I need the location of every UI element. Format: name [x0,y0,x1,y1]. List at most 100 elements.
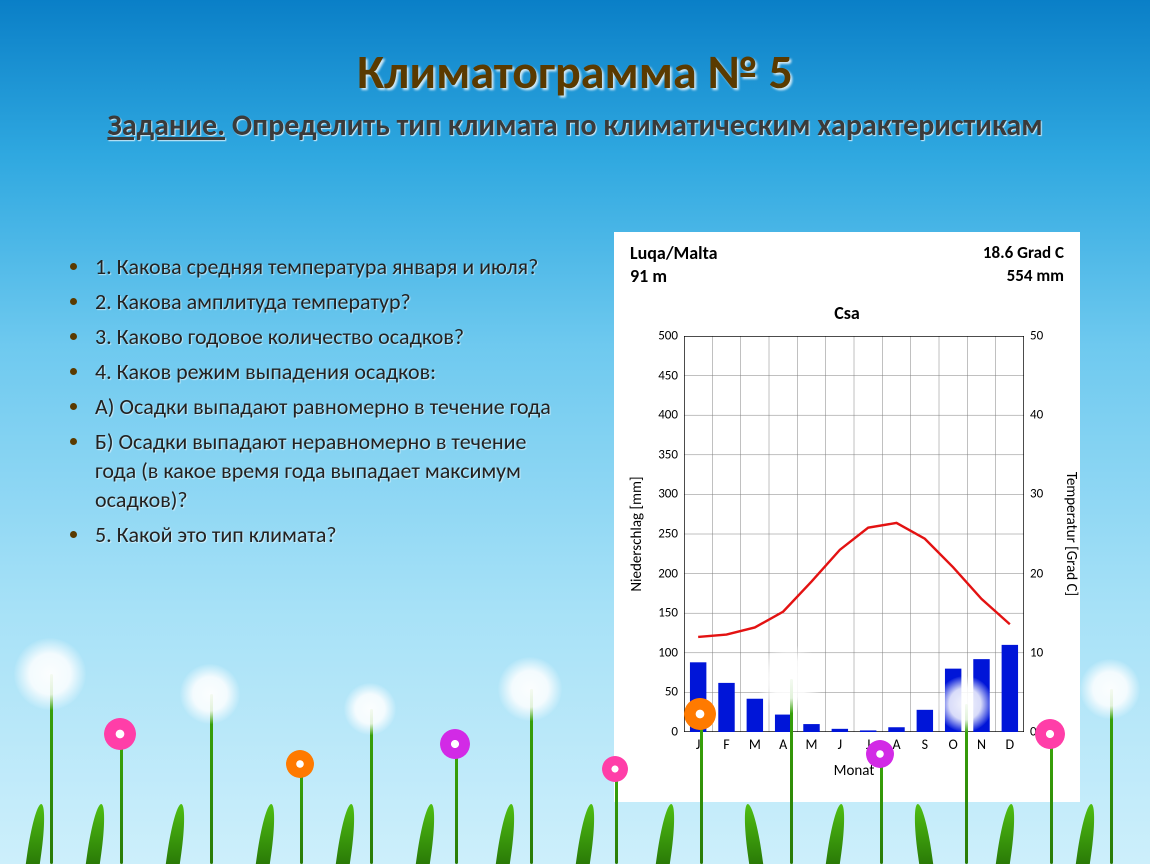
y-right-tick: 50 [1030,329,1070,344]
task-label: Задание. [107,107,225,144]
y-right-tick: 40 [1030,408,1070,423]
stem-decor [455,744,458,864]
annual-precip: 554 mm [983,265,1064,288]
y-left-tick: 200 [638,566,678,581]
dandelion-puff [180,664,240,724]
y-left-tick: 500 [638,329,678,344]
leaf-decor [911,804,933,864]
plot-svg [684,336,1024,732]
precip-bar [1002,645,1018,732]
leaf-decor [996,804,1018,864]
bullet-list: 1. Какова средняя температура января и и… [70,252,570,555]
y-left-tick: 50 [638,685,678,700]
precip-bar [973,659,989,732]
bullet-dot-icon [70,403,77,410]
x-tick: S [911,736,939,753]
leaf-decor [336,804,358,864]
y-left-tick: 250 [638,527,678,542]
x-tick: A [769,736,797,753]
stem-decor [1110,689,1113,864]
leaf-decor [26,804,48,864]
precip-bar [775,715,791,732]
leaf-decor [576,804,598,864]
precip-bar [945,669,961,732]
x-tick: O [939,736,967,753]
station-elevation: 91 m [630,265,718,288]
bullet-item: Б) Осадки выпадают неравномерно в течени… [70,427,570,514]
bullet-text: А) Осадки выпадают равномерно в течение … [95,392,551,421]
x-tick: A [883,736,911,753]
stem-decor [120,734,123,864]
stem-decor [210,694,213,864]
bullet-dot-icon [70,368,77,375]
leaf-decor [496,804,518,864]
climate-class: Csa [614,302,1080,324]
bullet-item: 4. Каков режим выпадения осадков: [70,357,570,386]
bullet-dot-icon [70,263,77,270]
x-tick: M [741,736,769,753]
station-block: Luqa/Malta 91 m [630,242,718,287]
y-left-tick: 150 [638,606,678,621]
slide-subtitle: Задание. Определить тип климата по клима… [0,107,1150,145]
slide: Климатограмма № 5 Задание. Определить ти… [0,0,1150,864]
climograph-card: Luqa/Malta 91 m 18.6 Grad C 554 mm Csa N… [614,232,1080,802]
station-name: Luqa/Malta [630,242,718,265]
dandelion-puff [14,638,86,710]
bullet-text: 2. Какова амплитуда температур? [95,287,411,316]
y-right-tick: 0 [1030,725,1070,740]
bullet-text: Б) Осадки выпадают неравномерно в течени… [95,427,570,514]
y-right-tick: 10 [1030,645,1070,660]
dandelion-puff [1080,659,1140,719]
x-tick: F [713,736,741,753]
leaf-decor [256,804,278,864]
bullet-item: А) Осадки выпадают равномерно в течение … [70,392,570,421]
bullet-text: 3. Каково годовое количество осадков? [95,322,464,351]
x-tick: J [854,736,882,753]
bullet-dot-icon [70,333,77,340]
x-tick: J [684,736,712,753]
flower-bloom [440,729,470,759]
x-label: Monat [684,762,1024,780]
y-left-tick: 350 [638,447,678,462]
bullet-item: 5. Какой это тип климата? [70,520,570,549]
leaf-decor [86,804,108,864]
precip-bar [747,699,763,732]
y-right-tick: 30 [1030,487,1070,502]
precip-bar [690,662,706,732]
x-tick: D [996,736,1024,753]
y-left-tick: 0 [638,725,678,740]
precip-bar [917,710,933,732]
y-left-tick: 100 [638,645,678,660]
y-right-tick: 20 [1030,566,1070,581]
precip-bar [718,683,734,732]
bullet-item: 1. Какова средняя температура января и и… [70,252,570,281]
flower-bloom [104,718,136,750]
y-left-tick: 400 [638,408,678,423]
leaf-decor [166,804,188,864]
leaf-decor [416,804,438,864]
leaf-decor [826,804,848,864]
bullet-item: 2. Какова амплитуда температур? [70,287,570,316]
title-block: Климатограмма № 5 Задание. Определить ти… [0,42,1150,145]
flower-bloom [286,750,314,778]
precip-bar [888,727,904,732]
leaf-decor [741,804,763,864]
x-tick: M [798,736,826,753]
precip-bar [860,730,876,732]
y-left-tick: 450 [638,368,678,383]
plot-area: Niederschlag [mm] Temperatur [Grad C] Mo… [684,336,1024,732]
stem-decor [300,764,303,864]
bullet-dot-icon [70,531,77,538]
bullet-item: 3. Каково годовое количество осадков? [70,322,570,351]
precip-bar [832,729,848,732]
bullet-dot-icon [70,298,77,305]
avg-temp: 18.6 Grad C [983,242,1064,265]
bullet-text: 4. Каков режим выпадения осадков: [95,357,436,386]
x-tick: N [968,736,996,753]
bullet-dot-icon [70,438,77,445]
subtitle-text: Определить тип климата по климатическим … [225,107,1043,144]
precip-bar [803,724,819,732]
stem-decor [530,689,533,864]
bullet-text: 5. Какой это тип климата? [95,520,337,549]
slide-title: Климатограмма № 5 [0,42,1150,101]
